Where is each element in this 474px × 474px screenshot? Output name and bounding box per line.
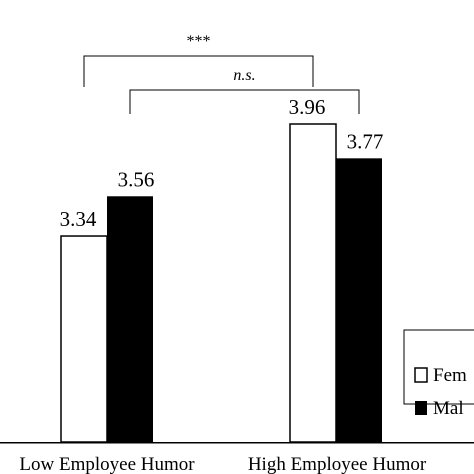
value-label-high-male: 3.77 bbox=[347, 129, 384, 153]
x-tick-label-low: Low Employee Humor bbox=[19, 454, 195, 474]
legend-swatch-female bbox=[414, 367, 428, 383]
value-label-high-female: 3.96 bbox=[289, 95, 326, 119]
value-label-low-male: 3.56 bbox=[118, 167, 155, 191]
value-label-low-female: 3.34 bbox=[60, 207, 97, 231]
legend-label-male: Mal bbox=[433, 398, 464, 419]
legend: Fem Mal bbox=[403, 329, 474, 419]
legend-label-female: Fem bbox=[433, 365, 467, 386]
bar-high-male bbox=[336, 158, 382, 443]
bar-high-female bbox=[289, 123, 337, 443]
significance-bracket-2 bbox=[129, 89, 360, 114]
significance-label-2: n.s. bbox=[233, 67, 255, 84]
bar-low-female bbox=[60, 235, 108, 443]
significance-brackets: *** n.s. bbox=[83, 33, 360, 114]
legend-swatch-male bbox=[415, 401, 427, 415]
significance-label-1: *** bbox=[187, 33, 211, 50]
legend-box bbox=[403, 329, 474, 405]
bars-group bbox=[60, 123, 382, 443]
x-tick-label-high: High Employee Humor bbox=[248, 454, 427, 474]
value-labels-group: 3.34 3.96 3.56 3.77 bbox=[60, 95, 384, 231]
significance-bracket-1 bbox=[83, 55, 314, 87]
bar-low-male bbox=[107, 196, 153, 442]
